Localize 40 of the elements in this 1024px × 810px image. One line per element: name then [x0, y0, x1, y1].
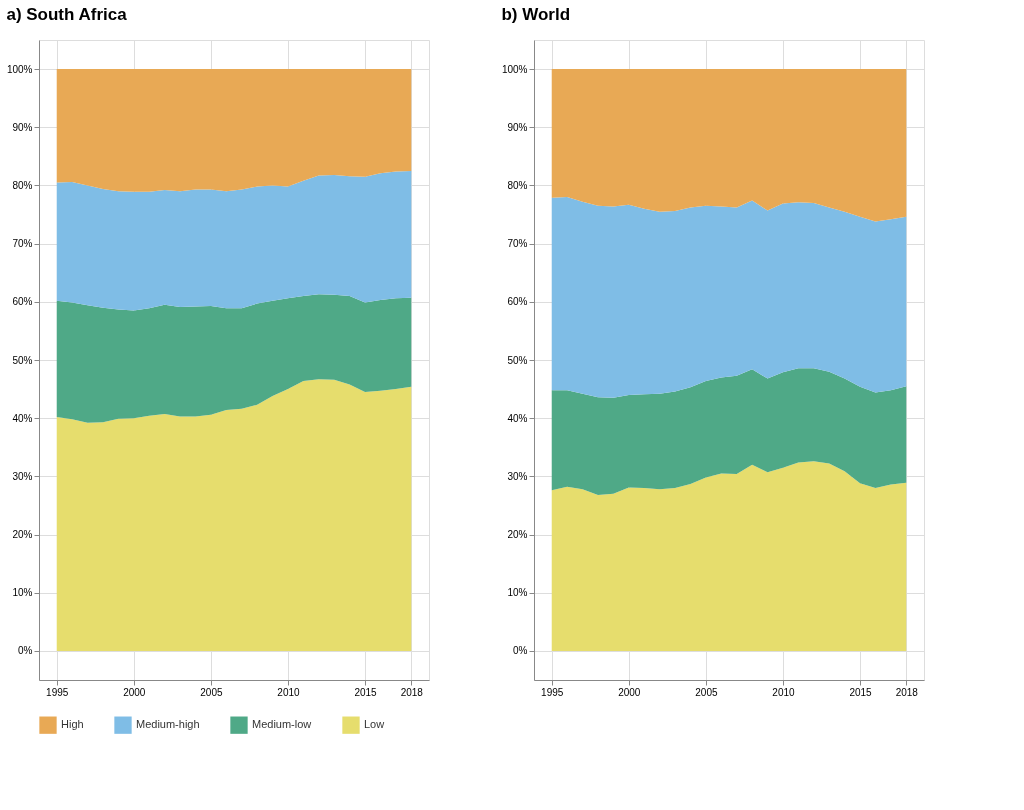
y-tick-label: 90%	[507, 121, 528, 133]
y-tick-label: 30%	[12, 470, 33, 482]
x-tick-label: 1995	[46, 686, 69, 698]
y-tick-label: 0%	[18, 645, 33, 657]
y-tick-label: 20%	[12, 529, 33, 541]
y-tick-label: 0%	[513, 645, 528, 657]
y-tick-label: 90%	[12, 121, 33, 133]
y-tick-label: 60%	[507, 296, 528, 308]
y-tick-label: 10%	[12, 587, 33, 599]
x-tick-label: 2015	[849, 686, 873, 698]
x-tick-label: 2015	[354, 686, 378, 698]
x-tick-label: 2005	[200, 686, 223, 698]
y-tick-label: 80%	[12, 179, 33, 191]
legend-label: Medium-low	[252, 718, 312, 731]
y-tick-label: 70%	[507, 238, 528, 250]
x-tick-label: 1995	[541, 686, 564, 698]
y-tick-label: 40%	[507, 412, 528, 424]
y-tick-label: 30%	[507, 470, 528, 482]
y-tick-label: 20%	[507, 529, 528, 541]
x-tick-label: 2005	[695, 686, 718, 698]
y-tick-label: 70%	[12, 238, 33, 250]
x-tick-label: 2000	[618, 686, 641, 698]
x-tick-label: 2010	[277, 686, 301, 698]
y-tick-label: 60%	[12, 296, 33, 308]
x-tick-label: 2010	[772, 686, 796, 698]
x-tick-label: 2000	[123, 686, 146, 698]
legend-label: High	[61, 718, 84, 731]
y-tick-label: 50%	[12, 354, 33, 366]
legend-label: Low	[364, 718, 385, 731]
y-tick-label: 10%	[507, 587, 528, 599]
y-tick-label: 50%	[507, 354, 528, 366]
x-tick-label: 2018	[895, 686, 919, 698]
x-tick-label: 2018	[400, 686, 424, 698]
y-tick-label: 80%	[507, 179, 528, 191]
chart-title: a) South Africa	[6, 5, 128, 24]
y-tick-label: 40%	[12, 412, 33, 424]
y-tick-label: 100%	[501, 63, 528, 75]
y-tick-label: 100%	[6, 63, 33, 75]
legend-label: Medium-high	[136, 718, 200, 731]
chart-title: b) World	[501, 5, 571, 24]
